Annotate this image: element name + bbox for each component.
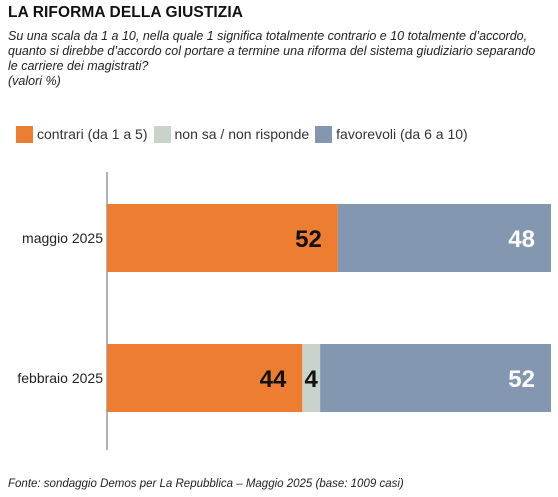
data-label-maggio-2025-series-0: 52: [295, 226, 322, 253]
legend: contrari (da 1 a 5) non sa / non rispond…: [16, 125, 474, 143]
legend-item-contrari: contrari (da 1 a 5): [16, 125, 148, 143]
legend-swatch-favorevoli: [315, 125, 333, 143]
data-label-febbraio-2025-series-1: 4: [305, 366, 319, 393]
bar-febbraio-2025-series-1: [302, 344, 321, 412]
bar-febbraio-2025-series-2: [320, 344, 551, 412]
bar-maggio-2025-series-2: [337, 204, 551, 272]
legend-label-favorevoli: favorevoli (da 6 a 10): [336, 126, 468, 142]
chart-title: LA RIFORMA DELLA GIUSTIZIA: [8, 4, 244, 21]
data-label-maggio-2025-series-2: 48: [508, 226, 535, 253]
legend-label-non-sa: non sa / non risponde: [174, 126, 310, 142]
data-label-febbraio-2025-series-2: 52: [508, 366, 535, 393]
data-label-febbraio-2025-series-0: 44: [260, 366, 287, 393]
legend-swatch-non-sa: [153, 125, 171, 143]
category-label-maggio-2025: maggio 2025: [22, 230, 103, 246]
unit-note: (valori %): [8, 74, 61, 88]
question-text: Su una scala da 1 a 10, nella quale 1 si…: [8, 29, 536, 73]
chart-subtitle: Su una scala da 1 a 10, nella quale 1 si…: [8, 29, 548, 89]
legend-item-favorevoli: favorevoli (da 6 a 10): [315, 125, 468, 143]
source-note: Fonte: sondaggio Demos per La Repubblica…: [8, 478, 404, 490]
bar-febbraio-2025-series-0: [107, 344, 303, 412]
category-label-febbraio-2025: febbraio 2025: [17, 370, 103, 386]
legend-swatch-contrari: [16, 125, 33, 143]
legend-label-contrari: contrari (da 1 a 5): [37, 126, 148, 142]
legend-item-non-sa: non sa / non risponde: [153, 125, 310, 143]
bar-maggio-2025-series-0: [107, 204, 338, 272]
